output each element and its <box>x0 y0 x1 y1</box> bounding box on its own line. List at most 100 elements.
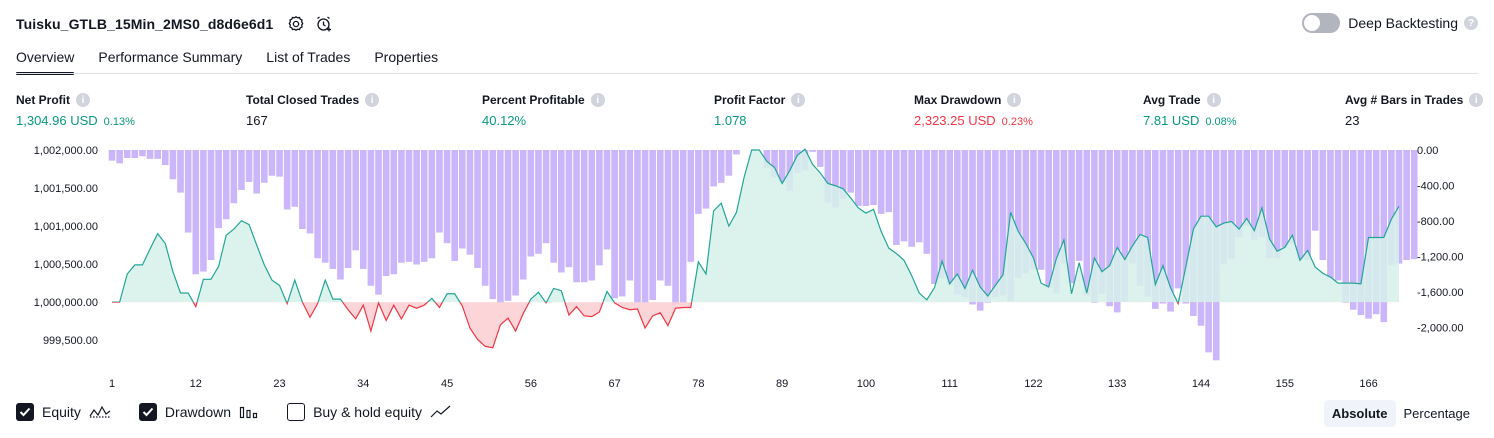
right-axis-tick: -800.00 <box>1417 216 1454 228</box>
drawdown-bar <box>657 150 664 281</box>
drawdown-bar <box>436 150 443 233</box>
avg-bars-value: 23 <box>1345 113 1360 128</box>
drawdown-bar <box>870 150 877 206</box>
net-profit-percent: 0.13% <box>103 116 135 128</box>
drawdown-bar <box>1098 150 1106 294</box>
legend-drawdown[interactable]: Drawdown <box>138 403 259 421</box>
drawdown-bar <box>1403 150 1410 261</box>
settings-icon[interactable] <box>287 15 305 33</box>
drawdown-bar <box>1350 150 1357 310</box>
buy-hold-label: Buy & hold equity <box>313 404 423 420</box>
info-icon[interactable]: i <box>791 93 806 107</box>
right-axis-tick: -400.00 <box>1417 181 1454 193</box>
drawdown-bar <box>1235 150 1243 237</box>
info-icon[interactable]: i <box>1206 93 1221 107</box>
drawdown-bar <box>1129 150 1136 264</box>
equity-drawdown-chart[interactable]: 1,002,000.00 1,001,500.00 1,001,000.00 1,00… <box>0 140 1494 390</box>
equity-area-positive <box>112 149 1399 303</box>
deep-backtesting-toggle[interactable] <box>1302 13 1341 33</box>
equity-checkbox[interactable] <box>16 403 34 421</box>
metric-total-closed-trades: Total Closed Trades i 167 <box>246 93 380 128</box>
drawdown-bar <box>999 150 1007 296</box>
drawdown-bar <box>276 150 283 177</box>
drawdown-bar <box>1289 150 1296 245</box>
tab-list-of-trades[interactable]: List of Trades <box>266 49 351 65</box>
drawdown-bar <box>1273 150 1281 259</box>
absolute-button[interactable]: Absolute <box>1323 400 1396 427</box>
drawdown-bar <box>443 150 451 244</box>
drawdown-bar <box>855 150 862 206</box>
x-axis-tick: 144 <box>1192 378 1210 390</box>
x-axis-tick: 12 <box>190 378 202 390</box>
x-axis-tick: 133 <box>1108 378 1126 390</box>
right-axis-tick: -2,000.00 <box>1417 323 1463 335</box>
drawdown-bars-icon <box>239 405 259 419</box>
help-icon[interactable]: ? <box>1464 16 1478 30</box>
drawdown-bar <box>1014 150 1022 278</box>
drawdown-bar <box>527 150 535 257</box>
info-icon[interactable]: i <box>76 93 90 107</box>
drawdown-bar <box>321 150 329 263</box>
max-drawdown-value: 2,323.25 USD <box>914 113 996 128</box>
drawdown-bar <box>253 150 260 194</box>
tab-properties[interactable]: Properties <box>374 49 439 65</box>
drawdown-bar <box>733 150 740 155</box>
drawdown-bar <box>230 150 238 204</box>
legend-buy-hold[interactable]: Buy & hold equity <box>287 403 452 421</box>
drawdown-bar <box>679 150 687 303</box>
drawdown-bar <box>360 150 367 269</box>
drawdown-bar <box>1334 150 1342 281</box>
drawdown-bar <box>466 150 474 255</box>
drawdown-bar <box>299 150 306 229</box>
drawdown-bar <box>238 150 245 190</box>
tab-overview[interactable]: Overview <box>16 46 75 75</box>
x-axis-tick: 89 <box>776 378 788 390</box>
add-alert-icon[interactable] <box>315 15 333 33</box>
metric-max-drawdown: Max Drawdown i 2,323.25 USD 0.23% <box>914 93 1033 128</box>
drawdown-bar <box>184 150 192 233</box>
info-icon[interactable]: i <box>1007 93 1022 107</box>
left-axis-tick: 1,001,500.00 <box>34 183 98 195</box>
info-icon[interactable]: i <box>1469 93 1484 107</box>
max-drawdown-percent: 0.23% <box>1001 116 1033 128</box>
drawdown-bar <box>672 150 679 305</box>
drawdown-bar <box>710 150 717 187</box>
drawdown-bar <box>542 150 550 244</box>
drawdown-bar <box>1266 150 1273 259</box>
profit-factor-label: Profit Factor <box>714 93 786 107</box>
right-axis-tick: 0.00 <box>1417 145 1438 157</box>
drawdown-bar <box>146 150 154 159</box>
drawdown-bar <box>603 150 611 250</box>
percentage-button[interactable]: Percentage <box>1403 406 1471 421</box>
buy-hold-checkbox[interactable] <box>287 403 306 421</box>
tab-divider <box>16 73 1478 74</box>
total-closed-trades-label: Total Closed Trades <box>246 93 360 107</box>
avg-trade-percent: 0.08% <box>1205 116 1237 128</box>
drawdown-bar <box>893 150 900 245</box>
tab-performance-summary[interactable]: Performance Summary <box>98 49 243 65</box>
drawdown-bar <box>207 150 215 261</box>
left-axis-tick: 1,000,000.00 <box>34 297 98 309</box>
drawdown-bar <box>1342 150 1349 303</box>
drawdown-bar <box>1258 150 1266 237</box>
drawdown-bar <box>908 150 915 247</box>
x-axis-tick: 23 <box>273 378 285 390</box>
drawdown-bar <box>816 150 824 167</box>
drawdown-checkbox[interactable] <box>138 403 157 421</box>
avg-trade-label: Avg Trade <box>1143 93 1201 107</box>
drawdown-bar <box>261 150 268 183</box>
drawdown-bar <box>405 150 413 262</box>
equity-label: Equity <box>42 404 81 420</box>
legend-equity[interactable]: Equity <box>16 403 111 421</box>
drawdown-bar <box>177 150 184 193</box>
drawdown-bar <box>1136 150 1144 286</box>
drawdown-bar <box>550 150 557 263</box>
drawdown-bar <box>1053 150 1060 293</box>
drawdown-bar <box>641 150 649 303</box>
drawdown-bar <box>1410 150 1418 260</box>
drawdown-bar <box>192 150 200 275</box>
info-icon[interactable]: i <box>365 93 380 107</box>
drawdown-label: Drawdown <box>164 404 232 420</box>
drawdown-bar <box>1388 150 1395 266</box>
info-icon[interactable]: i <box>590 93 605 107</box>
